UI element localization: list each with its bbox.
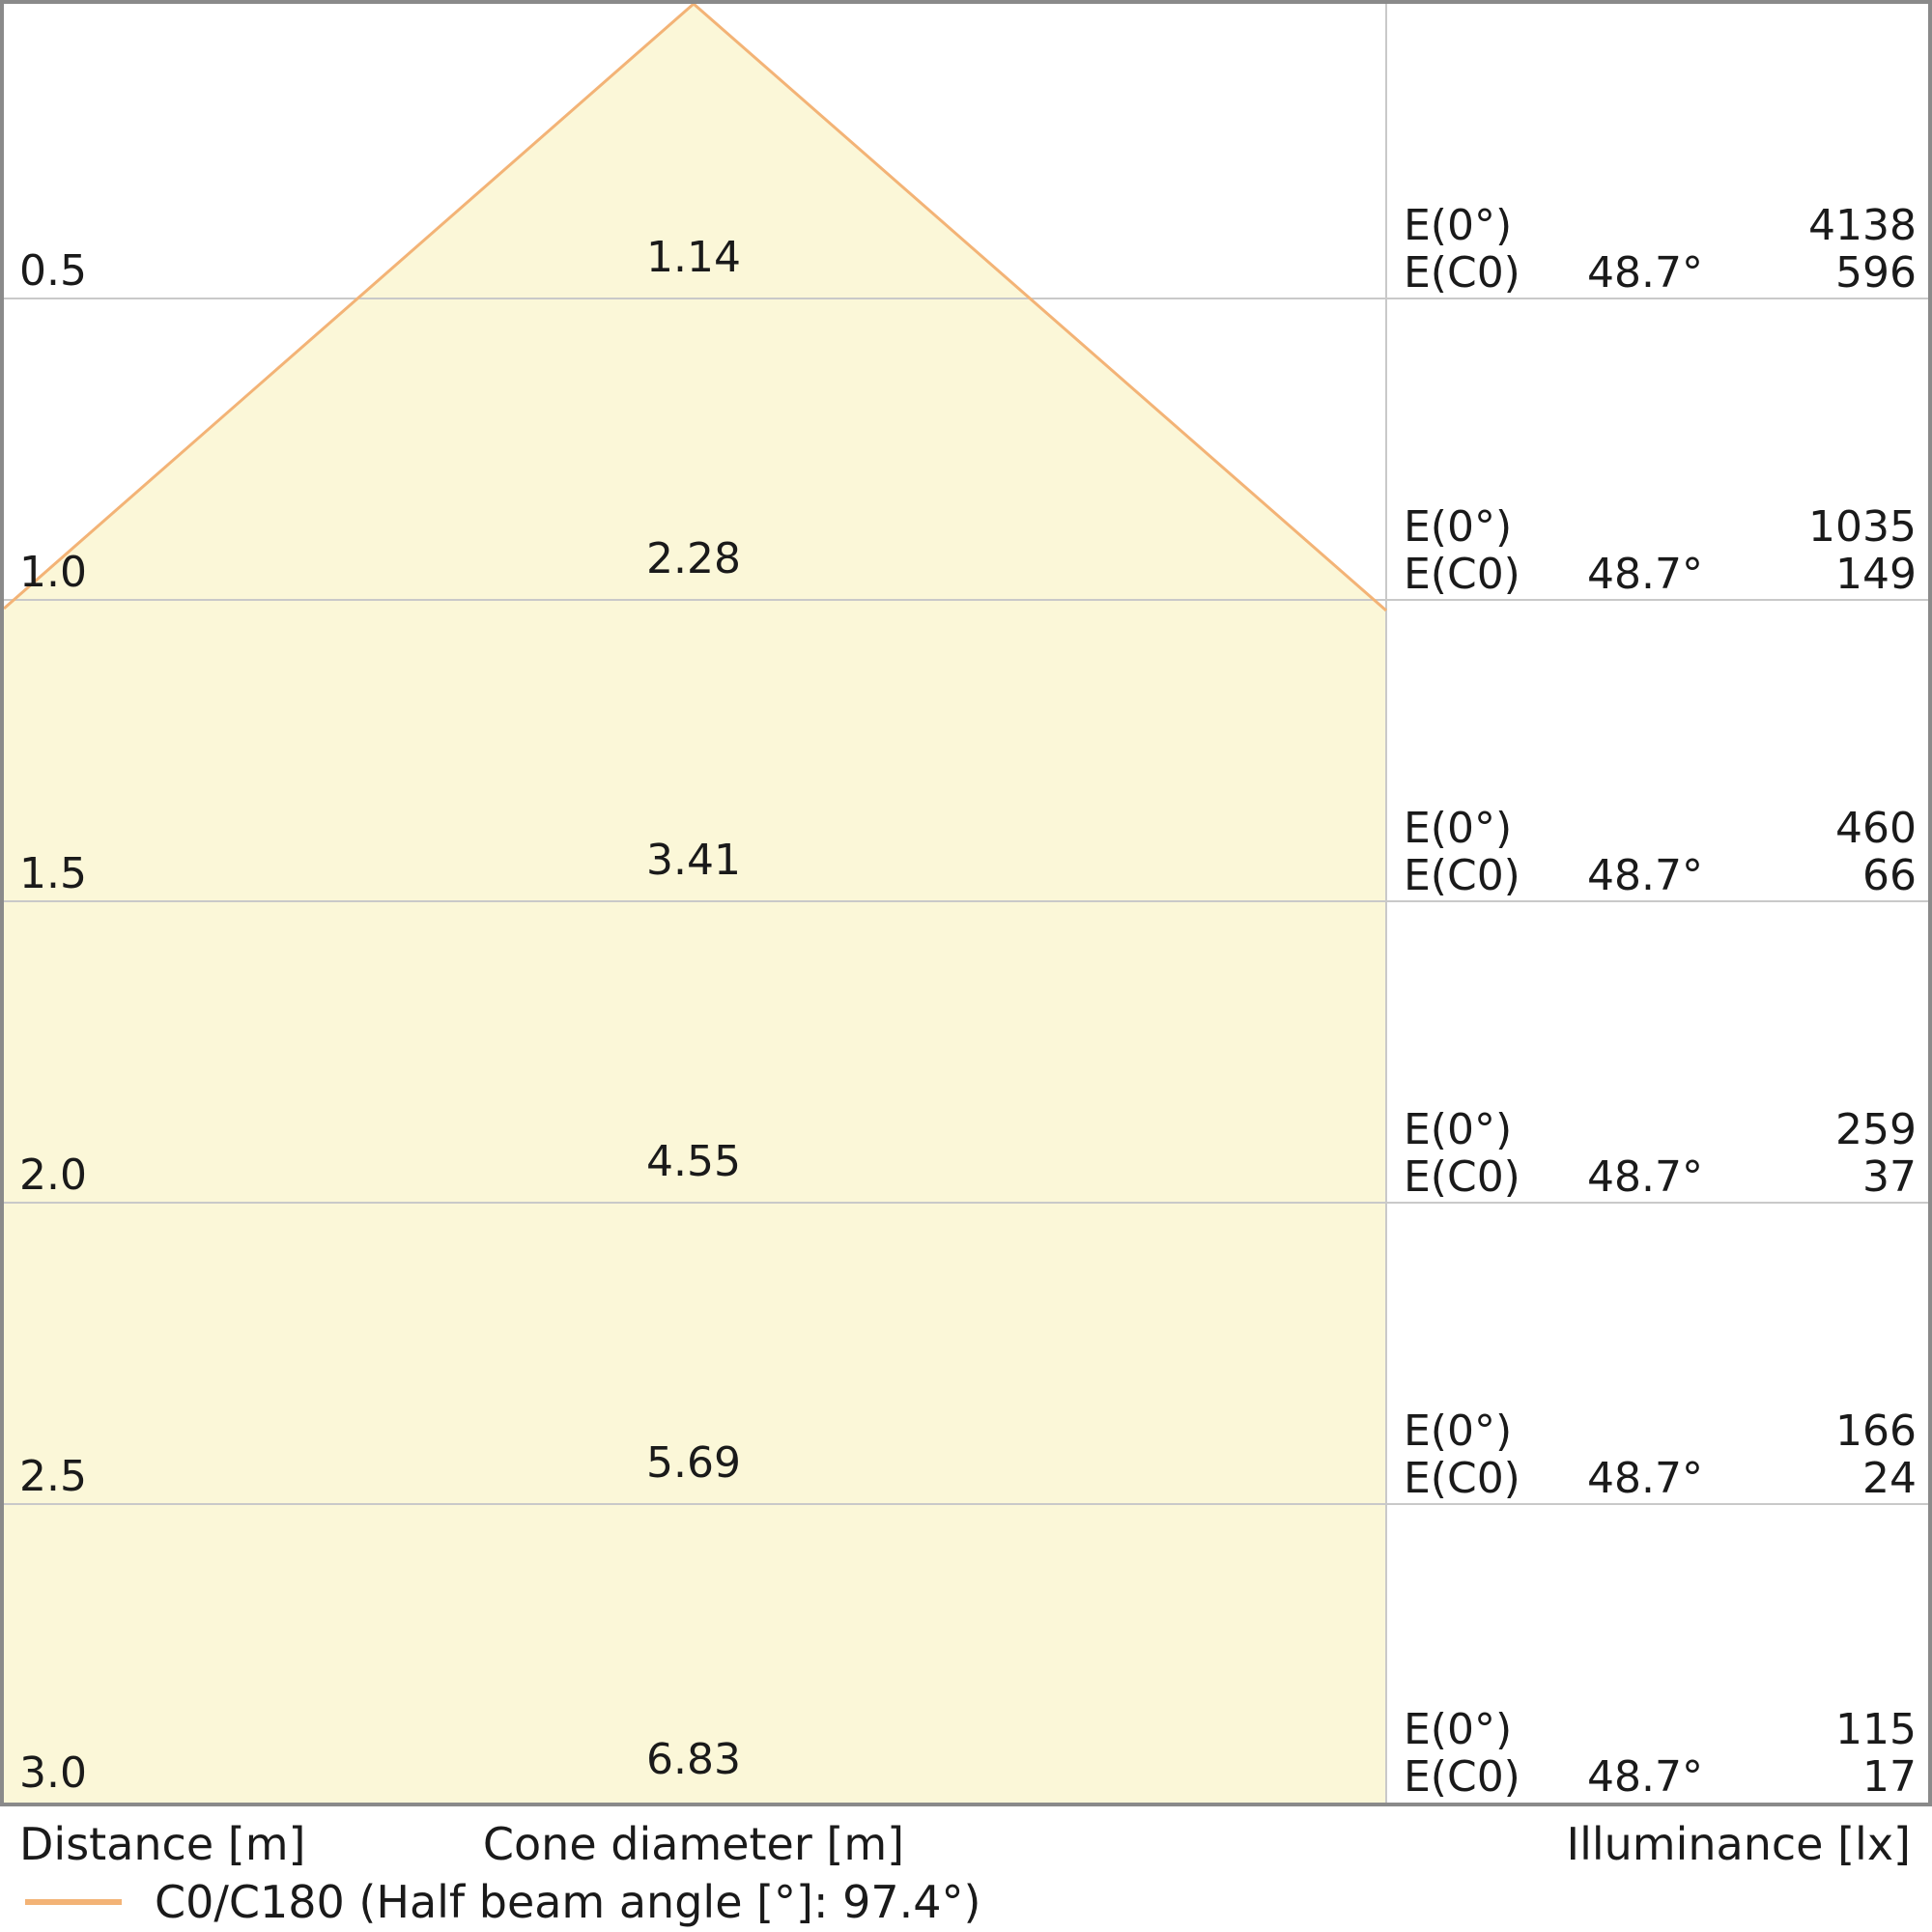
e0-angle [1568, 1106, 1722, 1153]
ec0-value: 149 [1835, 550, 1917, 599]
distance-label-2-0: 2.0 [19, 1151, 87, 1200]
distance-axis-caption: Distance [m] [19, 1818, 306, 1870]
e0-label: E(0°) [1404, 1705, 1513, 1754]
e0-value: 115 [1835, 1705, 1917, 1754]
cone-plot-canvas [4, 4, 1928, 1803]
e0-label: E(0°) [1404, 804, 1513, 853]
legend-label: C0/C180 (Half beam angle [°]: 97.4°) [155, 1876, 981, 1928]
e0-angle [1568, 1706, 1722, 1753]
ec0-label: E(C0) [1404, 1752, 1520, 1802]
distance-label-2-5: 2.5 [19, 1452, 87, 1501]
cone-edge-right [693, 4, 1387, 612]
illuminance-axis-caption: Illuminance [lx] [1566, 1818, 1911, 1870]
e0-angle [1568, 202, 1722, 249]
distance-label-0-5: 0.5 [19, 246, 87, 296]
ec0-label: E(C0) [1404, 550, 1520, 599]
e0-value: 460 [1835, 804, 1917, 853]
illuminance-row-0-5: E(0°) 4138 E(C0) 48.7° 596 [1404, 202, 1917, 297]
cone-diameter-1-0: 2.28 [646, 534, 741, 583]
ec0-label: E(C0) [1404, 1152, 1520, 1202]
illuminance-row-3-0: E(0°) 115 E(C0) 48.7° 17 [1404, 1706, 1917, 1801]
e0-label: E(0°) [1404, 502, 1513, 552]
ec0-value: 17 [1862, 1752, 1917, 1802]
illuminance-row-2-5: E(0°) 166 E(C0) 48.7° 24 [1404, 1407, 1917, 1502]
light-cone-fill [4, 4, 1386, 1803]
cone-diameter-2-0: 4.55 [646, 1137, 741, 1186]
ec0-value: 596 [1835, 248, 1917, 298]
illuminance-row-1-0: E(0°) 1035 E(C0) 48.7° 149 [1404, 503, 1917, 598]
cone-diameter-0-5: 1.14 [646, 233, 741, 282]
ec0-label: E(C0) [1404, 1454, 1520, 1503]
e0-value: 1035 [1808, 502, 1917, 552]
illuminance-row-2-0: E(0°) 259 E(C0) 48.7° 37 [1404, 1106, 1917, 1201]
ec0-angle: 48.7° [1587, 1454, 1703, 1503]
ec0-label: E(C0) [1404, 248, 1520, 298]
e0-label: E(0°) [1404, 1105, 1513, 1154]
c0-c180-line-swatch [25, 1899, 122, 1905]
cone-diameter-2-5: 5.69 [646, 1438, 741, 1488]
e0-label: E(0°) [1404, 201, 1513, 250]
cone-edge-left [4, 4, 695, 611]
ec0-angle: 48.7° [1587, 550, 1703, 599]
ec0-label: E(C0) [1404, 851, 1520, 900]
ec0-angle: 48.7° [1587, 1752, 1703, 1802]
distance-label-3-0: 3.0 [19, 1748, 87, 1798]
ec0-value: 37 [1862, 1152, 1917, 1202]
e0-angle [1568, 1407, 1722, 1455]
ec0-value: 66 [1862, 851, 1917, 900]
ec0-value: 24 [1862, 1454, 1917, 1503]
cone-diameter-3-0: 6.83 [646, 1735, 741, 1784]
distance-label-1-5: 1.5 [19, 849, 87, 898]
legend: C0/C180 (Half beam angle [°]: 97.4°) [25, 1876, 981, 1928]
cone-diameter-caption: Cone diameter [m] [482, 1818, 905, 1870]
e0-value: 4138 [1808, 201, 1917, 250]
ec0-angle: 48.7° [1587, 851, 1703, 900]
e0-value: 166 [1835, 1406, 1917, 1456]
ec0-angle: 48.7° [1587, 248, 1703, 298]
e0-label: E(0°) [1404, 1406, 1513, 1456]
e0-angle [1568, 805, 1722, 852]
chart-area: 0.5 1.0 1.5 2.0 2.5 3.0 1.14 2.28 3.41 4… [0, 0, 1932, 1806]
illuminance-row-1-5: E(0°) 460 E(C0) 48.7° 66 [1404, 805, 1917, 899]
e0-value: 259 [1835, 1105, 1917, 1154]
cone-diameter-1-5: 3.41 [646, 836, 741, 885]
distance-label-1-0: 1.0 [19, 548, 87, 597]
e0-angle [1568, 503, 1722, 551]
ec0-angle: 48.7° [1587, 1152, 1703, 1202]
